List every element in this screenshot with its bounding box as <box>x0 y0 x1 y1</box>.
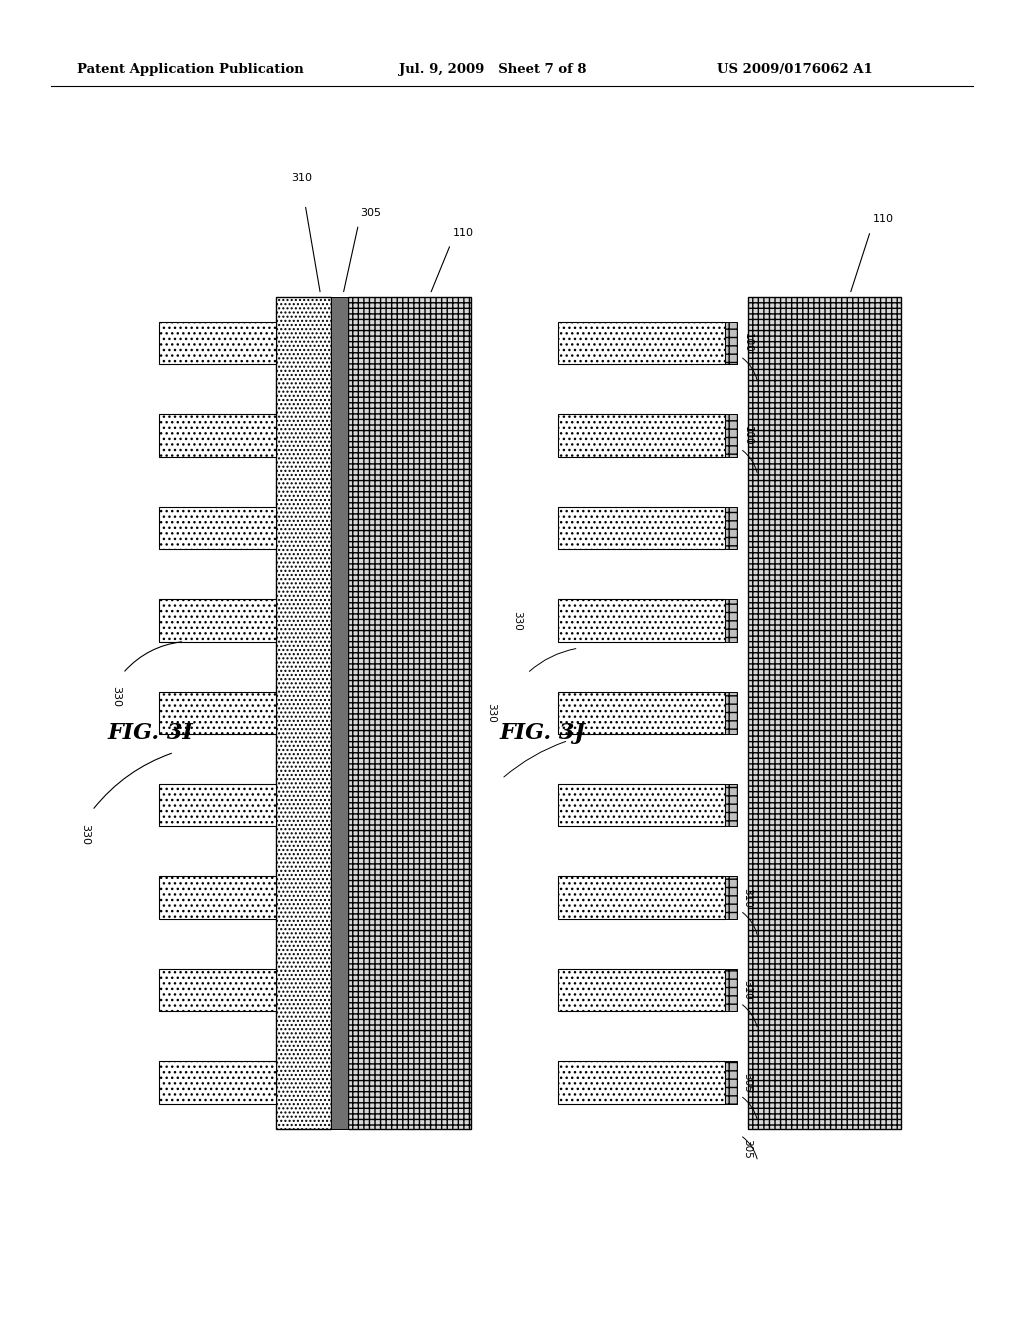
Bar <box>725 692 737 734</box>
Bar <box>725 599 737 642</box>
Text: FIG. 3J: FIG. 3J <box>500 722 586 743</box>
Text: 305: 305 <box>360 207 382 218</box>
Text: 110: 110 <box>872 214 894 224</box>
Bar <box>558 1061 725 1104</box>
Bar <box>159 1061 276 1104</box>
Bar <box>558 507 725 549</box>
Bar <box>725 507 737 549</box>
Text: Jul. 9, 2009   Sheet 7 of 8: Jul. 9, 2009 Sheet 7 of 8 <box>399 63 587 77</box>
Text: 330: 330 <box>111 686 121 708</box>
Bar <box>159 692 276 734</box>
Bar <box>725 784 737 826</box>
Text: Patent Application Publication: Patent Application Publication <box>77 63 303 77</box>
Text: 330: 330 <box>512 611 522 630</box>
Bar <box>348 297 471 1129</box>
Bar <box>558 692 725 734</box>
Bar <box>725 876 737 919</box>
Bar <box>159 876 276 919</box>
Text: 305: 305 <box>742 1073 753 1092</box>
Bar <box>558 876 725 919</box>
Text: 310: 310 <box>292 173 312 183</box>
Text: 110: 110 <box>453 227 474 238</box>
Text: 330: 330 <box>80 824 90 845</box>
Bar <box>276 297 331 1129</box>
Bar <box>558 969 725 1011</box>
Bar <box>159 414 276 457</box>
Bar <box>558 414 725 457</box>
Bar <box>159 507 276 549</box>
Text: 100: 100 <box>742 426 753 445</box>
Text: FIG. 3I: FIG. 3I <box>108 722 194 743</box>
Bar <box>725 414 737 457</box>
Text: 310: 310 <box>742 981 753 999</box>
Bar <box>159 599 276 642</box>
Text: 310: 310 <box>742 888 753 907</box>
Bar <box>748 297 901 1129</box>
Bar <box>159 784 276 826</box>
Bar <box>159 322 276 364</box>
Bar <box>159 969 276 1011</box>
Bar <box>331 297 348 1129</box>
Bar <box>558 599 725 642</box>
Bar <box>725 969 737 1011</box>
Bar <box>725 322 737 364</box>
Text: 330: 330 <box>486 704 497 722</box>
Text: 305: 305 <box>742 1139 753 1158</box>
Bar <box>558 784 725 826</box>
Bar <box>725 1061 737 1104</box>
Text: US 2009/0176062 A1: US 2009/0176062 A1 <box>717 63 872 77</box>
Bar <box>558 322 725 364</box>
Text: 100: 100 <box>742 334 753 352</box>
